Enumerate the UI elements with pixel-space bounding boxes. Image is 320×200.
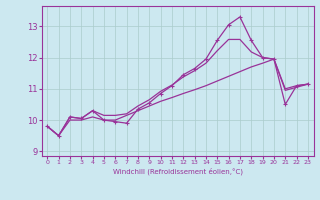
X-axis label: Windchill (Refroidissement éolien,°C): Windchill (Refroidissement éolien,°C) bbox=[113, 168, 243, 175]
